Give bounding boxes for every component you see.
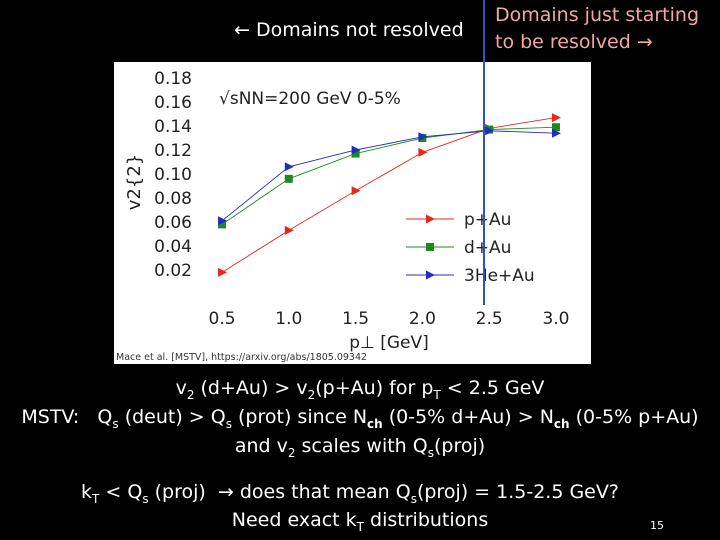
legend-label: d+Au: [464, 238, 511, 258]
data-point: [418, 147, 428, 157]
chart: 0.02 0.04 0.06 0.08 0.10 0.12 0.14 0.16 0.18 0.5 1…: [116, 69, 569, 363]
page-number: 15: [650, 519, 664, 532]
header-right-text: to be resolved: [495, 31, 631, 53]
left-arrow-icon: ←: [234, 19, 250, 41]
data-point: [284, 174, 293, 183]
x-tick-label: 2.0: [409, 309, 436, 329]
divider-line: [483, 0, 485, 305]
text-line-5: Need exact kT distributions: [231, 509, 489, 534]
text-line-4: kT < Qs (proj) → does that mean Qs(proj)…: [81, 481, 619, 506]
data-point: [418, 132, 428, 142]
series-line: [221, 130, 556, 222]
x-tick-label: 1.5: [342, 309, 369, 329]
data-point: [485, 126, 495, 136]
legend-marker: [426, 243, 434, 251]
legend-marker: [426, 214, 435, 224]
data-point: [351, 149, 360, 158]
data-point: [551, 123, 560, 132]
text-line-3: and v2 scales with Qs(proj): [234, 435, 486, 460]
y-tick-label: 0.16: [154, 93, 192, 113]
text-line-1: v2 (d+Au) > v2(p+Au) for pT < 2.5 GeV: [175, 377, 545, 402]
data-point: [284, 162, 294, 172]
x-tick-label: 3.0: [542, 309, 569, 329]
x-tick-label: 2.5: [476, 309, 503, 329]
header-left: ← Domains not resolved: [234, 19, 464, 41]
x-tick-label: 1.0: [275, 309, 302, 329]
data-point: [551, 113, 561, 123]
header-left-text: Domains not resolved: [255, 19, 464, 41]
series-line: [221, 117, 557, 273]
chart-panel: 0.02 0.04 0.06 0.08 0.10 0.12 0.14 0.16 0.18 0.5 1…: [114, 62, 591, 364]
data-point: [218, 220, 227, 229]
chart-citation: Mace et al. [MSTV], https://arxiv.org/ab…: [116, 352, 367, 363]
x-axis-label: p⊥ [GeV]: [349, 333, 429, 353]
y-tick-label: 0.12: [154, 141, 192, 161]
legend-label: p+Au: [464, 210, 511, 230]
series-line: [221, 126, 556, 225]
chart-annotation: √sNN=200 GeV 0-5%: [219, 89, 401, 109]
data-point: [284, 225, 294, 235]
data-point: [218, 267, 228, 277]
text-line-2: MSTV: Qs (deut) > Qs (prot) since Nch (0…: [21, 406, 699, 431]
y-axis-label: v2{2}: [124, 154, 145, 210]
y-tick-label: 0.04: [154, 237, 192, 257]
y-tick-label: 0.18: [154, 69, 192, 89]
y-tick-label: 0.14: [154, 117, 192, 137]
y-tick-label: 0.02: [154, 261, 192, 281]
y-tick-label: 0.10: [154, 165, 192, 185]
data-point: [351, 186, 361, 196]
data-point: [551, 128, 561, 138]
y-tick-label: 0.06: [154, 213, 192, 233]
x-tick-label: 0.5: [209, 309, 236, 329]
legend-marker: [426, 270, 435, 280]
data-point: [351, 145, 361, 155]
right-arrow-icon: →: [636, 31, 653, 53]
y-tick-label: 0.08: [154, 189, 192, 209]
data-point: [218, 216, 228, 226]
header-right-line1: Domains just starting: [495, 4, 700, 26]
header-right-line2: to be resolved →: [495, 31, 653, 53]
legend-label: 3He+Au: [464, 266, 535, 286]
